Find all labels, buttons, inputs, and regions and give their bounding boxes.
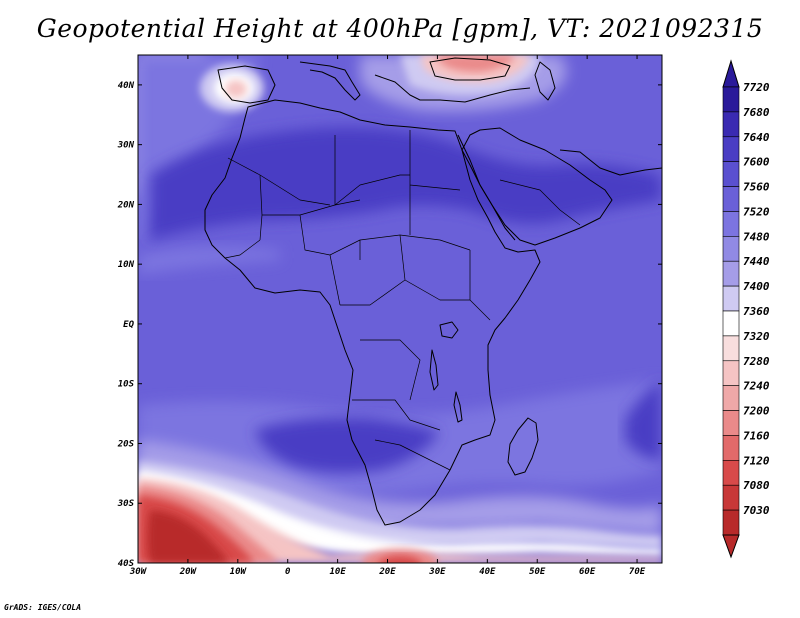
colorbar-label: 7680	[743, 106, 770, 119]
lake-tanganyika	[429, 349, 439, 391]
lon-tick-label: 60E	[579, 567, 596, 577]
colorbar-swatch	[722, 360, 740, 386]
colorbar-label: 7480	[743, 230, 770, 243]
colorbar-swatch	[722, 310, 740, 337]
field-high-east	[625, 380, 662, 460]
lon-tick-label: 10W	[230, 567, 248, 577]
lat-tick-label: EQ	[123, 320, 134, 330]
field-red-med	[435, 55, 515, 72]
colorbar-swatch	[722, 460, 740, 486]
colorbar-label: 7560	[743, 181, 770, 194]
lon-tick-label: 30W	[129, 567, 148, 577]
height-field-shading	[138, 55, 662, 563]
field-high-sahara	[150, 127, 662, 240]
greece-turkey-coastline	[374, 74, 531, 103]
lat-tick-label: 30S	[117, 499, 135, 509]
italy-coastline	[299, 61, 361, 101]
lon-tick-label: 70E	[629, 567, 646, 577]
lat-tick-label: 40N	[118, 81, 135, 91]
colorbar-swatch	[722, 136, 740, 162]
lon-tick-label: 20E	[378, 567, 396, 577]
lat-tick-label: 10S	[118, 380, 135, 390]
colorbar-label: 7280	[743, 355, 770, 368]
colorbar-label: 7520	[743, 205, 770, 218]
colorbar-swatch	[722, 385, 740, 411]
lat-tick-label: 10N	[118, 260, 135, 270]
colorbar-top-arrow	[722, 59, 740, 88]
field-light-south	[138, 440, 662, 535]
lake-malawi	[453, 391, 463, 423]
madagascar-coastline	[507, 417, 539, 476]
colorbar-label: 7440	[743, 255, 770, 268]
colorbar-swatch	[722, 86, 740, 113]
colorbar-label: 7320	[743, 330, 770, 343]
field-pink-south	[138, 478, 662, 563]
colorbar-swatch	[722, 335, 740, 362]
lon-tick-label: 50E	[529, 567, 546, 577]
colorbar-label: 7400	[743, 280, 770, 293]
colorbar-label: 7720	[743, 81, 770, 94]
lon-tick-label: 20W	[179, 567, 198, 577]
map-title: Geopotential Height at 400hPa [gpm], VT:…	[36, 14, 764, 43]
field-reddark-south	[147, 510, 230, 563]
field-pink-iberia	[225, 80, 247, 98]
map-frame	[137, 54, 663, 564]
gulf-coastline	[559, 149, 662, 176]
colorbar-swatch	[722, 186, 740, 212]
lake-victoria	[439, 321, 459, 339]
redsea-coastline	[457, 134, 516, 241]
colorbar-swatch	[722, 260, 740, 287]
field-pale-south	[138, 460, 662, 548]
lon-tick-label: 40E	[479, 567, 496, 577]
colorbar-swatch	[722, 161, 740, 187]
colorbar-label: 7360	[743, 305, 770, 318]
colorbar: 7720 7680 7640 7600 7560 7520 7480 7440 7400 7360…	[722, 59, 770, 559]
colorbar-label: 7120	[743, 454, 770, 467]
field-red-southeast	[378, 556, 422, 563]
colorbar-swatch	[722, 211, 740, 237]
field-high-south-africa	[255, 417, 440, 474]
colorbar-label: 7240	[743, 380, 770, 393]
colorbar-swatch	[722, 410, 740, 436]
colorbar-swatch	[722, 509, 740, 536]
latitude-axis: 40N 30N 20N 10N EQ 10S 20S 30S 40S	[117, 81, 662, 569]
lat-tick-label: 40S	[118, 559, 135, 569]
colorbar-label: 7200	[743, 405, 770, 418]
lat-tick-label: 20N	[117, 200, 135, 210]
grads-credit: GrADS: IGES/COLA	[4, 603, 82, 612]
lat-tick-label: 20S	[117, 439, 135, 449]
colorbar-label: 7600	[743, 156, 770, 169]
colorbar-swatch	[722, 484, 740, 511]
iberia-coastline	[217, 65, 276, 104]
colorbar-label: 7080	[743, 479, 770, 492]
lat-tick-label: 30N	[117, 141, 135, 151]
lon-tick-label: 30E	[428, 567, 446, 577]
field-mid-central	[138, 246, 280, 275]
country-borders	[224, 130, 581, 471]
blacksea-coastline	[429, 57, 511, 81]
colorbar-label: 7160	[743, 429, 770, 442]
colorbar-label: 7030	[743, 504, 770, 517]
colorbar-swatch	[722, 111, 740, 138]
longitude-axis: 30W 20W 10W 0 10E 20E 30E 40E 50E 60E 70E	[129, 55, 646, 577]
lon-tick-label: 0	[285, 567, 291, 577]
coastlines	[204, 57, 662, 526]
colorbar-swatch	[722, 236, 740, 262]
colorbar-swatch	[722, 285, 740, 312]
colorbar-swatch	[722, 435, 740, 461]
colorbar-label: 7640	[743, 131, 770, 144]
africa-coastline	[204, 99, 541, 526]
colorbar-bottom-arrow	[722, 534, 740, 559]
caspian-coastline	[534, 61, 556, 101]
lon-tick-label: 10E	[329, 567, 346, 577]
